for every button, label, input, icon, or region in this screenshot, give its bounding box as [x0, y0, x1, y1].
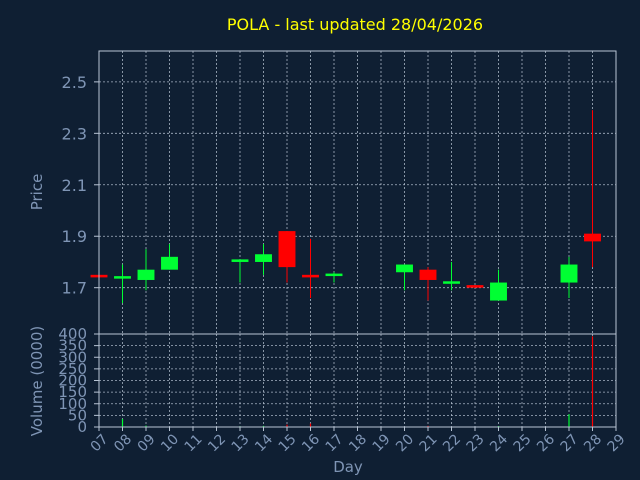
price-axis-label: Price [28, 174, 46, 211]
volume-tick-label: 100 [58, 395, 87, 413]
volume-tick-label: 250 [58, 360, 87, 378]
volume-tick-label: 400 [58, 325, 87, 343]
candle-body [443, 281, 460, 284]
candle-body [560, 264, 578, 283]
price-tick-label: 1.9 [62, 227, 87, 246]
candle-body [161, 256, 178, 270]
volume-tick-label: 0 [77, 418, 87, 436]
price-tick-label: 2.1 [62, 176, 87, 195]
volume-grid [99, 333, 616, 428]
volume-tick-label: 350 [58, 337, 87, 355]
chart-title: POLA - last updated 28/04/2026 [227, 15, 483, 34]
volume-tick-label: 300 [58, 348, 87, 366]
price-tick-label: 1.7 [62, 279, 87, 298]
candle-body [490, 282, 507, 301]
candle-body [278, 231, 296, 268]
candle-body [302, 274, 319, 278]
candle-body [584, 233, 601, 242]
volume-tick-label: 50 [68, 406, 87, 424]
candle-body [255, 254, 272, 262]
x-axis-label: Day [333, 458, 363, 476]
candle-body [466, 285, 484, 288]
price-tick-label: 2.3 [62, 124, 87, 143]
volume-tick-label: 150 [58, 383, 87, 401]
price-grid [99, 51, 616, 334]
candle-body [114, 276, 131, 279]
candle-body [396, 264, 413, 273]
candle-body [419, 269, 437, 280]
candlesticks [90, 110, 601, 304]
candle-body [137, 269, 155, 280]
price-y-ticks: 1.7 1.9 2.1 2.3 2.5 [62, 73, 99, 298]
price-tick-label: 2.5 [62, 73, 87, 92]
candle-body [325, 273, 343, 277]
volume-axis-label: Volume (0000) [28, 326, 46, 436]
candle-body [231, 259, 249, 262]
price-panel: 1.7 1.9 2.1 2.3 2.5 [62, 50, 617, 335]
volume-tick-label: 200 [58, 372, 87, 390]
